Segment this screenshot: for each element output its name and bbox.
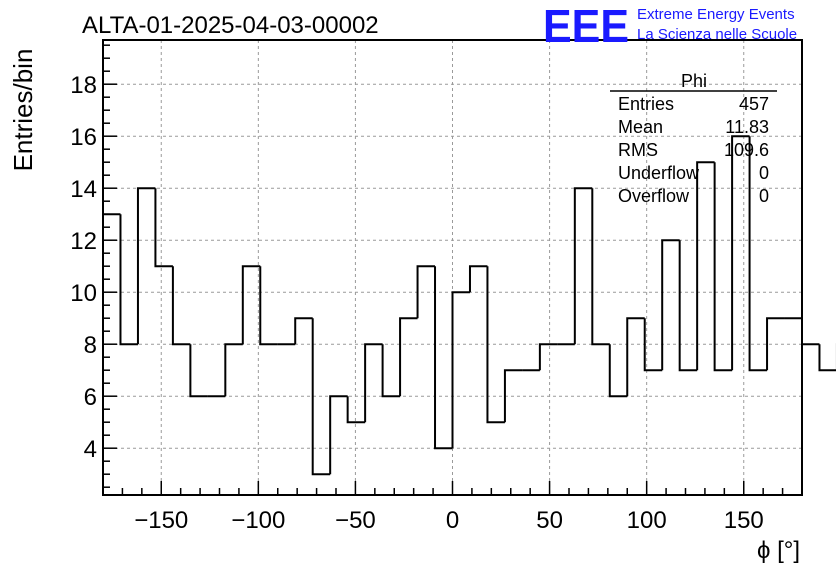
histogram-bin [451, 291, 470, 449]
histogram-bin [818, 344, 836, 372]
histogram-bin [346, 396, 366, 424]
y-tick-label: 8 [84, 332, 97, 359]
y-tick-label: 14 [70, 176, 97, 203]
histogram-bin [573, 187, 593, 345]
histogram-bin [468, 265, 488, 293]
histogram-bin [643, 318, 663, 372]
histogram-bin [801, 318, 820, 346]
histogram-bin [329, 395, 348, 475]
stats-mean-value: 11.83 [725, 117, 769, 137]
stats-underflow-value: 0 [759, 163, 769, 183]
histogram-bin [434, 266, 453, 450]
x-axis-label: ϕ [°] [757, 537, 800, 564]
stats-mean-label: Mean [618, 117, 663, 137]
x-tick-label: 150 [724, 507, 764, 534]
y-tick-label: 16 [70, 124, 97, 151]
histogram-bin [626, 317, 645, 397]
y-tick-label: 10 [70, 280, 97, 307]
tick-layer: −150 −100 −50 0 50 100 150 4 6 8 10 12 14 16 18 [70, 44, 784, 534]
histogram-layer [103, 135, 836, 476]
histogram-bin [171, 266, 191, 346]
histogram-bin [538, 343, 558, 371]
y-tick-label: 4 [84, 436, 97, 463]
x-tick-label: 100 [627, 507, 667, 534]
histogram-bin [661, 239, 680, 371]
histogram-bin [766, 317, 785, 371]
y-tick-label: 18 [70, 72, 97, 99]
histogram-bin [381, 344, 401, 398]
histogram-bin [486, 266, 505, 424]
x-tick-label: −100 [231, 507, 285, 534]
histogram-bin [416, 265, 436, 319]
histogram-bin [189, 344, 208, 398]
histogram-bin [591, 188, 610, 346]
histogram-bin [224, 343, 243, 397]
histogram-bin [696, 161, 715, 371]
y-tick-label: 6 [84, 384, 97, 411]
stats-rms-label: RMS [618, 140, 658, 160]
stats-entries-value: 457 [739, 94, 769, 114]
histogram-bin [608, 344, 628, 398]
eee-logo-line2: La Scienza nelle Scuole [637, 26, 797, 43]
histogram-bin [503, 369, 523, 423]
stats-rms-value: 109.6 [724, 140, 769, 160]
y-tick-label: 12 [70, 228, 97, 255]
eee-logo: EEE Extreme Energy Events La Scienza nel… [543, 0, 797, 52]
chart-title: ALTA-01-2025-04-03-00002 [82, 12, 379, 39]
histogram-bin [731, 135, 750, 371]
stats-overflow-value: 0 [759, 186, 769, 206]
eee-logo-line1: Extreme Energy Events [637, 6, 795, 23]
histogram-bin [136, 187, 156, 345]
histogram-bin [119, 214, 138, 346]
histogram-bin [154, 188, 173, 268]
histogram-bin [713, 162, 733, 372]
histogram-bin [311, 318, 331, 476]
histogram-bin [259, 266, 278, 346]
x-tick-label: −50 [335, 507, 376, 534]
eee-logo-mark: EEE [543, 0, 629, 52]
y-axis-label: Entries/bin [8, 49, 38, 172]
stats-box: Phi Entries 457 Mean 11.83 RMS 109.6 Und… [610, 71, 777, 206]
histogram-bin [364, 343, 383, 423]
x-tick-label: 0 [446, 507, 459, 534]
stats-overflow-label: Overflow [618, 186, 690, 206]
stats-entries-label: Entries [618, 94, 674, 114]
histogram-bin [678, 240, 698, 372]
histogram-bin [748, 136, 768, 372]
stats-underflow-label: Underflow [618, 163, 700, 183]
stats-box-title: Phi [681, 71, 707, 91]
x-tick-label: 50 [536, 507, 563, 534]
x-tick-label: −150 [134, 507, 188, 534]
histogram-bin [241, 265, 261, 345]
histogram-bin [399, 317, 418, 397]
histogram-bin [294, 317, 313, 345]
